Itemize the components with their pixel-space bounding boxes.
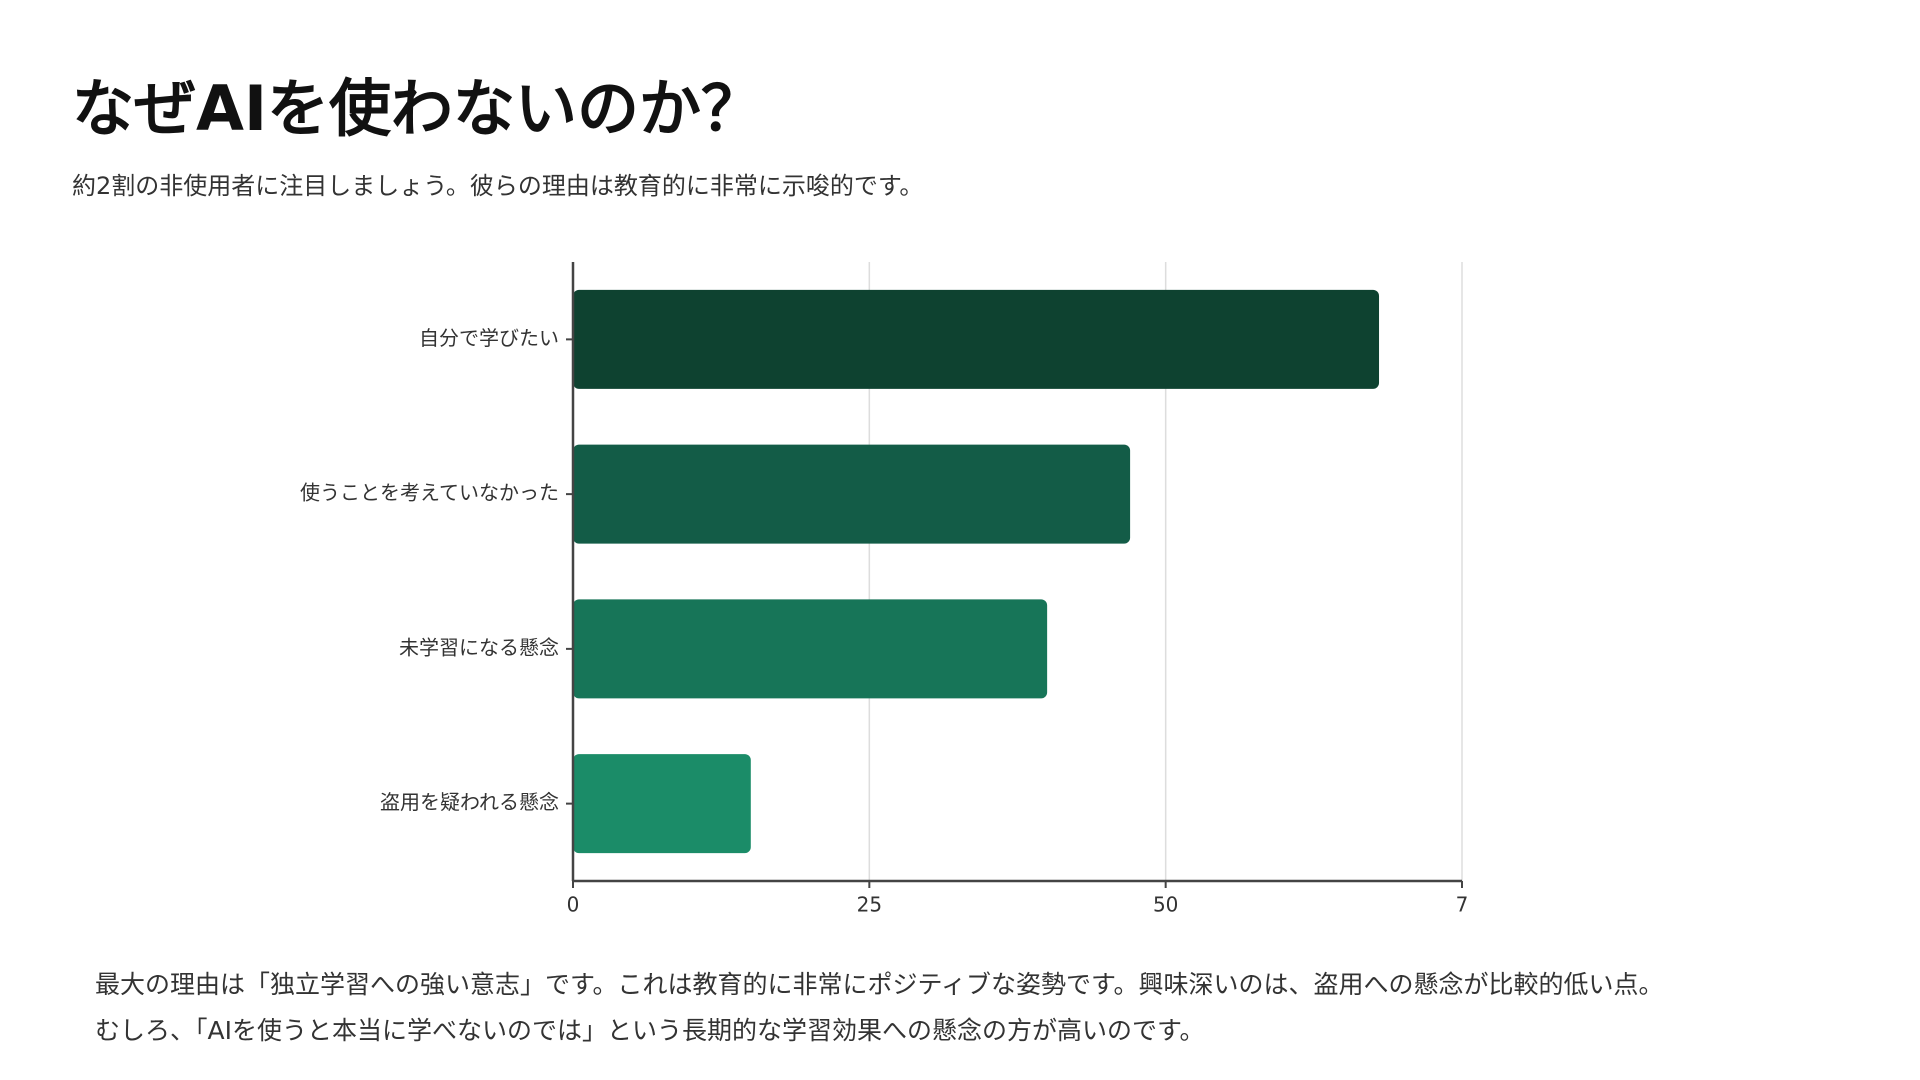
x-tick-label: 50 bbox=[1153, 893, 1178, 917]
bar bbox=[573, 444, 1131, 544]
footer-line: むしろ、「AIを使うと本当に学べないのでは」という長期的な学習効果への懸念の方が… bbox=[95, 1016, 1205, 1045]
bar bbox=[573, 289, 1380, 389]
x-tick-label: 0 bbox=[567, 893, 580, 917]
y-tick-label: 盗用を疑われる懸念 bbox=[380, 790, 559, 814]
bar bbox=[573, 599, 1048, 699]
x-tick-label: 7 bbox=[1456, 893, 1469, 917]
page-title: なぜAIを使わないのか？ bbox=[72, 72, 764, 145]
footer: 最大の理由は「独立学習への強い意志」です。これは教育的に非常にポジティブな姿勢で… bbox=[95, 962, 1664, 1054]
footer-line: 最大の理由は「独立学習への強い意志」です。これは教育的に非常にポジティブな姿勢で… bbox=[95, 970, 1664, 999]
y-tick-label: 未学習になる懸念 bbox=[399, 635, 559, 659]
page-subtitle: 約2割の非使用者に注目しましょう。彼らの理由は教育的に非常に示唆的です。 bbox=[72, 172, 924, 200]
y-tick-label: 自分で学びたい bbox=[419, 326, 559, 350]
bar bbox=[573, 754, 751, 854]
x-tick-label: 25 bbox=[857, 893, 882, 917]
y-tick-label: 使うことを考えていなかった bbox=[300, 481, 559, 505]
